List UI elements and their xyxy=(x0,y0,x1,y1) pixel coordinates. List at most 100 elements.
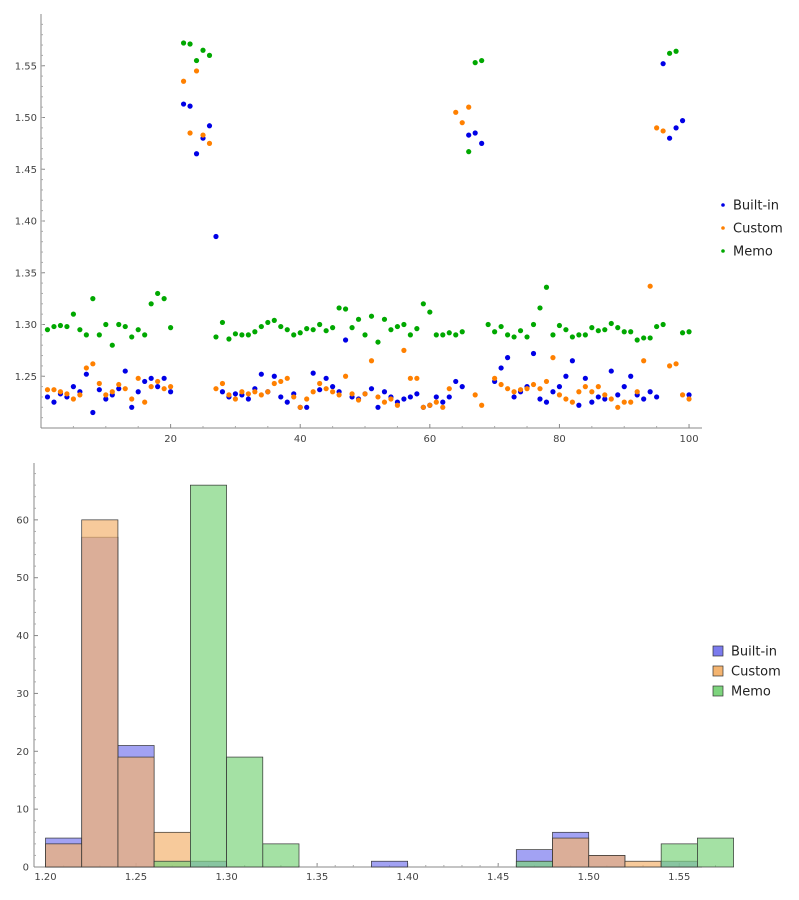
data-point xyxy=(155,378,161,385)
data-point xyxy=(446,330,452,336)
legend-marker xyxy=(721,249,725,253)
data-point xyxy=(336,392,342,398)
data-point xyxy=(180,40,187,46)
data-point xyxy=(219,319,226,326)
data-point xyxy=(304,396,310,402)
data-point xyxy=(517,328,524,334)
data-point xyxy=(342,373,349,379)
data-point xyxy=(530,381,537,388)
data-point xyxy=(556,392,563,398)
data-point xyxy=(453,378,459,385)
data-point xyxy=(595,394,601,400)
data-point xyxy=(407,375,413,381)
data-point xyxy=(219,389,226,395)
legend-marker xyxy=(721,203,725,207)
data-point xyxy=(543,284,550,290)
x-tick-label: 1.20 xyxy=(34,872,56,883)
data-point xyxy=(310,389,316,395)
data-point xyxy=(284,399,290,405)
data-point xyxy=(193,151,200,157)
data-point xyxy=(602,327,608,333)
data-point xyxy=(673,48,679,54)
data-point xyxy=(90,409,96,416)
data-point xyxy=(602,392,608,398)
data-point xyxy=(569,399,575,405)
data-point xyxy=(83,371,89,377)
x-tick-label: 1.35 xyxy=(306,872,328,883)
data-point xyxy=(530,321,537,328)
x-tick-label: 60 xyxy=(423,434,436,445)
data-point xyxy=(148,375,154,381)
data-point xyxy=(96,332,102,338)
data-point xyxy=(524,334,530,340)
data-point xyxy=(77,327,83,333)
x-tick-label: 40 xyxy=(294,434,307,445)
data-point xyxy=(414,375,420,381)
data-point xyxy=(51,323,57,330)
data-point xyxy=(589,399,595,405)
data-point xyxy=(569,334,575,340)
data-point xyxy=(278,378,284,385)
data-point xyxy=(57,389,64,395)
data-point xyxy=(453,109,459,115)
data-point xyxy=(161,296,167,302)
y-tick-label: 20 xyxy=(16,747,29,758)
y-tick-label: 1.35 xyxy=(15,268,37,279)
y-tick-label: 1.55 xyxy=(15,61,37,72)
data-point xyxy=(239,389,245,395)
data-point xyxy=(666,50,673,56)
legend-swatch xyxy=(712,665,724,677)
data-point xyxy=(304,326,310,332)
y-tick-label: 1.30 xyxy=(15,320,37,331)
x-tick-label: 1.30 xyxy=(215,872,237,883)
data-point xyxy=(641,335,647,341)
data-point xyxy=(155,290,161,297)
data-point xyxy=(492,329,498,335)
data-point xyxy=(595,328,601,334)
data-point xyxy=(550,332,556,338)
data-point xyxy=(323,328,329,334)
data-point xyxy=(310,370,316,376)
data-point xyxy=(148,301,154,307)
data-point xyxy=(213,386,219,392)
data-point xyxy=(116,386,122,392)
data-point xyxy=(103,396,109,402)
data-point xyxy=(355,316,362,322)
histogram-bar xyxy=(81,519,119,868)
histogram-bar xyxy=(552,837,590,868)
data-point xyxy=(388,396,394,402)
data-point xyxy=(200,132,206,138)
data-point xyxy=(180,101,187,107)
data-point xyxy=(466,132,472,138)
data-point xyxy=(342,306,349,312)
y-tick-label: 1.45 xyxy=(15,165,37,176)
data-point xyxy=(304,404,310,410)
data-point xyxy=(621,399,627,405)
data-point xyxy=(310,327,316,333)
data-point xyxy=(582,375,588,381)
histogram-bar xyxy=(371,860,408,868)
data-point xyxy=(517,387,524,393)
data-point xyxy=(479,402,485,408)
data-point xyxy=(608,320,614,327)
data-point xyxy=(226,392,232,398)
data-point xyxy=(440,332,446,338)
data-point xyxy=(245,332,251,338)
data-point xyxy=(511,334,517,340)
legend-label: Built-in xyxy=(733,199,779,214)
data-point xyxy=(576,332,582,338)
data-point xyxy=(537,396,543,402)
data-point xyxy=(271,373,277,379)
data-point xyxy=(673,125,679,131)
series-built-in xyxy=(44,61,692,416)
data-point xyxy=(232,391,239,397)
data-point xyxy=(213,334,219,340)
data-point xyxy=(466,104,472,110)
data-point xyxy=(362,391,368,397)
data-point xyxy=(381,316,388,322)
data-point xyxy=(161,386,167,392)
data-point xyxy=(44,387,51,393)
data-point xyxy=(116,321,122,328)
histogram-bar xyxy=(45,843,83,868)
data-point xyxy=(628,373,634,379)
